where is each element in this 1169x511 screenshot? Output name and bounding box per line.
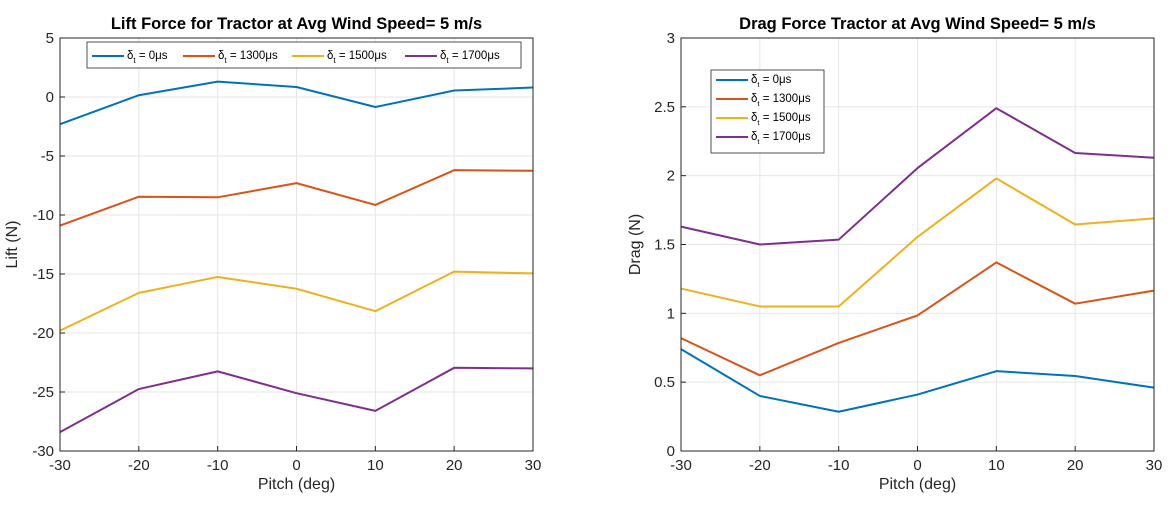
- svg-text:δt = 1300μs: δt = 1300μs: [218, 50, 278, 65]
- lift-legend: δt = 0μs δt = 1300μs δt = 1500μs δt = 17…: [86, 41, 522, 69]
- lift-legend-sub-0: t: [133, 56, 136, 65]
- drag-series-line-0: [680, 348, 1155, 413]
- svg-text:δt = 1500μs: δt = 1500μs: [751, 112, 811, 127]
- lift-legend-item-1: δt = 1300μs: [183, 50, 278, 65]
- lift-legend-sub-2: t: [333, 56, 336, 65]
- drag-x-axis-label: Pitch (deg): [879, 476, 956, 493]
- drag-legend-symbol-1: δ: [751, 93, 757, 105]
- drag-series-lines: [680, 107, 1155, 413]
- svg-text:δt = 1300μs: δt = 1300μs: [751, 93, 811, 108]
- drag-ytick-label-4: 2: [667, 168, 675, 185]
- drag-series-line-1: [680, 261, 1155, 377]
- lift-legend-symbol-0: δ: [127, 50, 133, 62]
- lift-x-axis-label: Pitch (deg): [258, 476, 335, 493]
- lift-ticks: -30 -20 -10 0 10 20 30 -30 -25 -20 -15 -10 -5 0 5: [32, 30, 541, 474]
- drag-chart: -30 -20 -10 0 10 20 30 0 0.5 1 1.5 2 2.5 3 Drag Force…: [627, 15, 1162, 493]
- drag-legend-label-0: = 0μs: [760, 74, 792, 86]
- lift-legend-item-2: δt = 1500μs: [292, 50, 387, 65]
- drag-series-line-2: [680, 177, 1155, 308]
- drag-legend-label-3: = 1700μs: [760, 131, 811, 143]
- drag-xtick-label-4: 10: [988, 457, 1005, 474]
- lift-xtick-label-6: 30: [525, 457, 542, 474]
- lift-xtick-label-3: 0: [292, 457, 300, 474]
- lift-series-line-0: [59, 80, 534, 126]
- drag-ticks: -30 -20 -10 0 10 20 30 0 0.5 1 1.5 2 2.5 3: [654, 30, 1162, 474]
- lift-legend-item-3: δt = 1700μs: [405, 50, 500, 65]
- lift-ytick-label-1: -25: [32, 384, 54, 401]
- lift-ytick-label-7: 5: [46, 30, 54, 47]
- lift-ytick-label-6: 0: [46, 89, 54, 106]
- lift-ytick-label-3: -15: [32, 266, 54, 283]
- lift-legend-label-2: = 1500μs: [336, 50, 387, 62]
- drag-legend-symbol-0: δ: [751, 74, 757, 86]
- lift-ytick-label-4: -10: [32, 207, 54, 224]
- lift-legend-label-0: = 0μs: [136, 50, 168, 62]
- lift-chart-title: Lift Force for Tractor at Avg Wind Speed…: [111, 15, 482, 33]
- drag-legend-item-2: δt = 1500μs: [716, 112, 811, 127]
- lift-legend-symbol-2: δ: [327, 50, 333, 62]
- lift-legend-label-3: = 1700μs: [449, 50, 500, 62]
- lift-xtick-label-1: -20: [128, 457, 150, 474]
- drag-legend-symbol-2: δ: [751, 112, 757, 124]
- lift-series-line-3: [59, 366, 534, 433]
- drag-xtick-label-2: -10: [828, 457, 850, 474]
- drag-ytick-label-3: 1.5: [654, 237, 675, 254]
- drag-legend-label-1: = 1300μs: [760, 93, 811, 105]
- lift-xtick-label-2: -10: [207, 457, 229, 474]
- drag-legend-sub-3: t: [757, 137, 760, 146]
- drag-legend-label-2: = 1500μs: [760, 112, 811, 124]
- lift-legend-item-0: δt = 0μs: [92, 50, 168, 65]
- lift-legend-symbol-3: δ: [440, 50, 446, 62]
- svg-text:δt = 1700μs: δt = 1700μs: [440, 50, 500, 65]
- lift-legend-label-1: = 1300μs: [227, 50, 278, 62]
- lift-chart: -30 -20 -10 0 10 20 30 -30 -25 -20 -15 -10 -5 0 5 Lift…: [4, 15, 541, 493]
- lift-ytick-label-2: -20: [32, 325, 54, 342]
- drag-legend-sub-2: t: [757, 118, 760, 127]
- drag-ytick-label-1: 0.5: [654, 374, 675, 391]
- svg-text:δt = 0μs: δt = 0μs: [127, 50, 168, 65]
- drag-xtick-label-3: 0: [913, 457, 921, 474]
- drag-series-line-3: [680, 107, 1155, 246]
- drag-legend-symbol-3: δ: [751, 131, 757, 143]
- drag-xtick-label-0: -30: [670, 457, 692, 474]
- lift-series-line-1: [59, 169, 534, 227]
- lift-legend-sub-1: t: [224, 56, 227, 65]
- drag-ytick-label-6: 3: [667, 30, 675, 47]
- drag-y-axis-label: Drag (N): [627, 214, 644, 275]
- svg-text:δt = 1500μs: δt = 1500μs: [327, 50, 387, 65]
- drag-legend-sub-1: t: [757, 99, 760, 108]
- drag-ytick-label-5: 2.5: [654, 99, 675, 116]
- lift-ytick-label-5: -5: [41, 148, 54, 165]
- lift-xtick-label-4: 10: [367, 457, 384, 474]
- drag-xtick-label-1: -20: [749, 457, 771, 474]
- svg-text:δt = 0μs: δt = 0μs: [751, 74, 792, 89]
- lift-y-axis-label: Lift (N): [4, 221, 21, 269]
- lift-xtick-label-5: 20: [446, 457, 463, 474]
- drag-ytick-label-0: 0: [667, 443, 675, 460]
- lift-series-lines: [59, 80, 534, 433]
- lift-legend-symbol-1: δ: [218, 50, 224, 62]
- drag-legend-item-3: δt = 1700μs: [716, 131, 811, 146]
- lift-series-line-2: [59, 270, 534, 332]
- drag-legend-item-0: δt = 0μs: [716, 74, 792, 89]
- lift-legend-sub-3: t: [446, 56, 449, 65]
- drag-legend-sub-0: t: [757, 80, 760, 89]
- lift-ytick-label-0: -30: [32, 443, 54, 460]
- drag-xtick-label-6: 30: [1146, 457, 1163, 474]
- drag-legend: δt = 0μs δt = 1300μs δt = 1500μs δt = 17…: [710, 69, 825, 154]
- svg-text:δt = 1700μs: δt = 1700μs: [751, 131, 811, 146]
- lift-xtick-label-0: -30: [49, 457, 71, 474]
- drag-legend-box: [710, 69, 825, 154]
- drag-legend-item-1: δt = 1300μs: [716, 93, 811, 108]
- drag-xtick-label-5: 20: [1067, 457, 1084, 474]
- drag-chart-title: Drag Force Tractor at Avg Wind Speed= 5 …: [739, 15, 1096, 33]
- drag-ytick-label-2: 1: [667, 305, 675, 322]
